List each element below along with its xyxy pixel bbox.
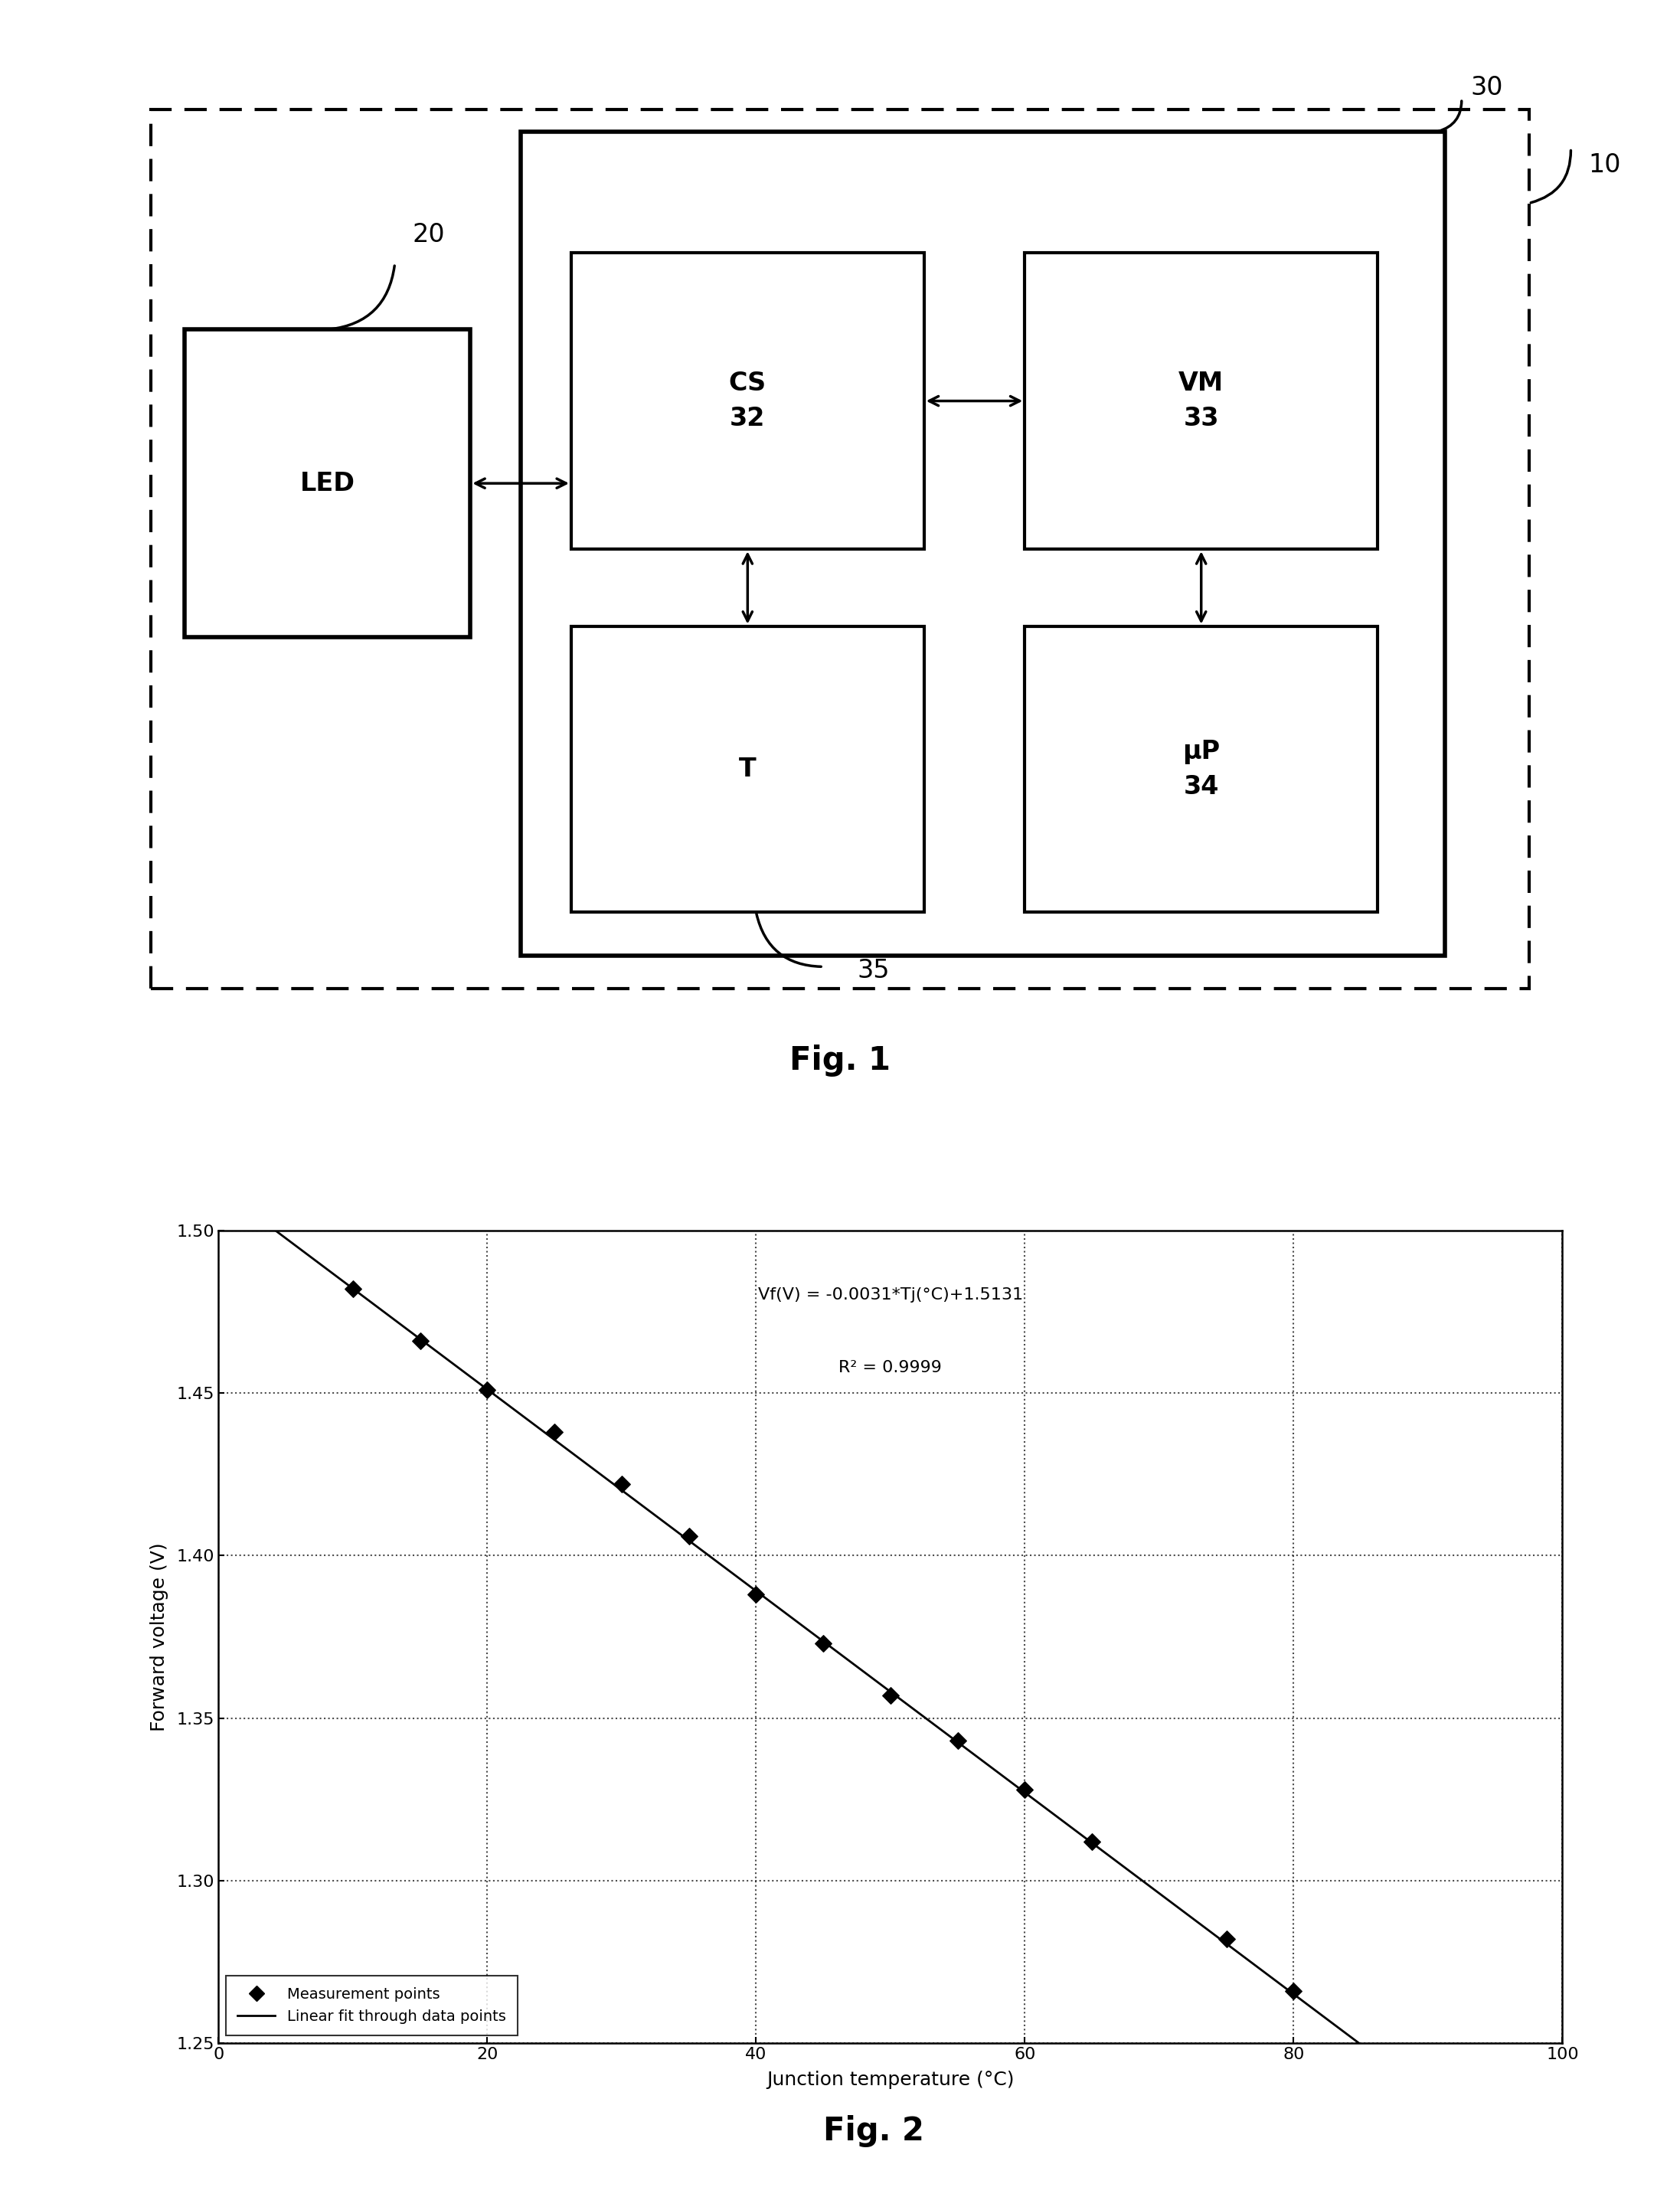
Bar <box>1025 253 1378 549</box>
Measurement points <box>810 1626 837 1661</box>
Text: Fig. 1: Fig. 1 <box>790 1044 890 1077</box>
X-axis label: Junction temperature (°C): Junction temperature (°C) <box>766 2072 1015 2089</box>
Measurement points <box>608 1465 635 1501</box>
Legend: Measurement points, Linear fit through data points: Measurement points, Linear fit through d… <box>225 1975 517 2037</box>
Measurement points <box>743 1577 769 1613</box>
Text: Vf(V) = -0.0031*Tj(°C)+1.5131: Vf(V) = -0.0031*Tj(°C)+1.5131 <box>758 1287 1023 1303</box>
Measurement points <box>474 1373 501 1408</box>
Text: T: T <box>739 756 756 782</box>
Measurement points <box>1280 1973 1307 2008</box>
Y-axis label: Forward voltage (V): Forward voltage (V) <box>150 1542 168 1731</box>
Text: 20: 20 <box>412 222 445 246</box>
Bar <box>1025 626 1378 912</box>
Measurement points <box>1079 1824 1105 1859</box>
Measurement points <box>1213 1922 1240 1958</box>
Text: Fig. 2: Fig. 2 <box>823 2116 924 2146</box>
Text: 30: 30 <box>1470 75 1504 101</box>
Bar <box>571 626 924 912</box>
Measurement points <box>675 1518 702 1553</box>
Bar <box>521 132 1445 956</box>
Measurement points <box>1011 1773 1038 1808</box>
Text: 10: 10 <box>1588 152 1621 178</box>
Measurement points <box>877 1679 904 1714</box>
Text: CS
32: CS 32 <box>729 371 766 431</box>
Measurement points <box>944 1722 971 1758</box>
Bar <box>151 110 1529 989</box>
Bar <box>571 253 924 549</box>
Text: LED: LED <box>301 470 354 497</box>
Measurement points <box>541 1415 568 1450</box>
Text: 35: 35 <box>857 958 890 982</box>
Measurement points <box>407 1323 433 1358</box>
Text: R² = 0.9999: R² = 0.9999 <box>838 1360 942 1375</box>
Bar <box>185 330 470 637</box>
Text: VM
33: VM 33 <box>1179 371 1223 431</box>
Text: μP
34: μP 34 <box>1183 738 1220 800</box>
Measurement points <box>339 1272 366 1307</box>
